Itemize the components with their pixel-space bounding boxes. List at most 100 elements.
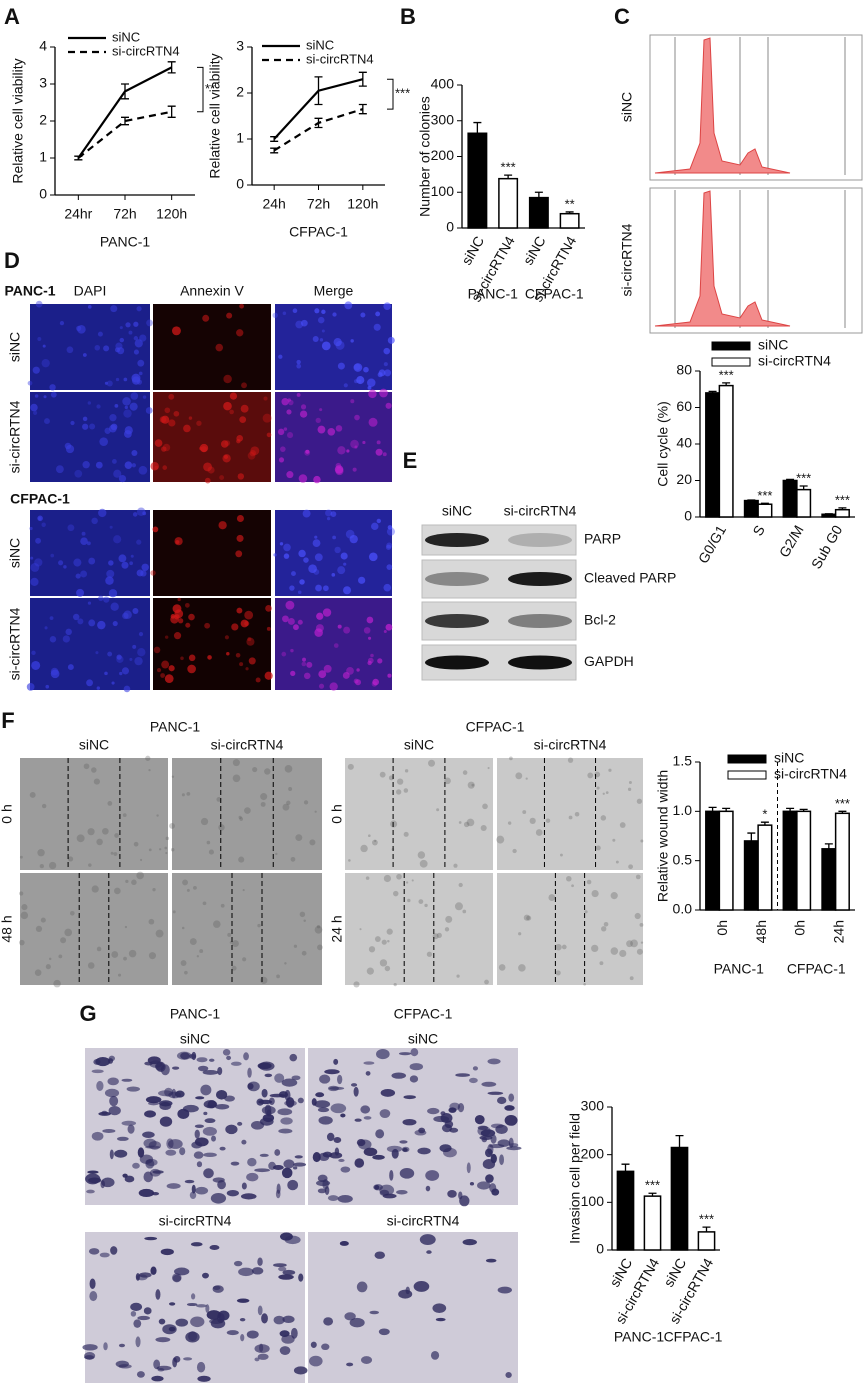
texture [379, 771, 386, 778]
column-label: DAPI [74, 283, 107, 299]
error-bar [786, 478, 795, 481]
micrograph [30, 598, 150, 690]
cell [202, 1272, 209, 1279]
cell [472, 1066, 478, 1071]
cell [109, 1095, 119, 1107]
bar [718, 810, 734, 911]
cell [154, 1062, 165, 1071]
cell [146, 319, 153, 327]
cell [177, 1108, 190, 1119]
cell [100, 1180, 106, 1189]
cell [409, 1063, 424, 1071]
cell [349, 534, 358, 544]
texture [87, 828, 95, 836]
cell [203, 1111, 208, 1116]
cell [346, 667, 354, 675]
texture [640, 941, 644, 944]
cell [130, 392, 139, 400]
texture [608, 768, 612, 772]
cell [417, 1147, 431, 1155]
cell [385, 544, 392, 550]
cell [196, 1304, 207, 1308]
cell [278, 1274, 294, 1280]
cell [279, 1346, 291, 1355]
cell [151, 1375, 164, 1382]
x-tick-label: siNC [520, 233, 549, 267]
cell [280, 1117, 293, 1125]
legend-label: si-circRTN4 [112, 43, 180, 58]
cell [158, 1090, 174, 1097]
cell [124, 1175, 135, 1183]
cell [225, 1124, 238, 1135]
cell [283, 543, 291, 552]
cell [50, 667, 59, 676]
time-label: 0 h [329, 804, 345, 823]
texture [88, 863, 92, 867]
cell [30, 403, 38, 412]
cell [504, 1105, 515, 1111]
cell [490, 1134, 497, 1144]
error-bar [760, 502, 769, 505]
cell [115, 342, 123, 350]
cell [137, 1315, 150, 1321]
cell [274, 1149, 281, 1156]
cell [293, 1366, 308, 1375]
cell [86, 541, 91, 546]
cell [356, 1281, 368, 1293]
error-bar [270, 136, 279, 142]
texture [282, 803, 290, 811]
texture [568, 815, 573, 820]
texture [379, 959, 388, 967]
cell [138, 632, 144, 637]
legend-swatch [711, 341, 751, 351]
bar [559, 212, 580, 229]
texture [405, 881, 409, 884]
cell [281, 1078, 298, 1087]
cell [378, 1328, 390, 1336]
x-tick-label: 72h [307, 196, 330, 212]
significance: *** [796, 470, 811, 485]
wound-image [20, 873, 168, 985]
cell [281, 398, 289, 406]
cell [42, 344, 46, 348]
group-label: PANC-1 [614, 1329, 665, 1345]
cell [171, 326, 181, 336]
bar [757, 503, 773, 518]
cell [98, 595, 104, 601]
cell [249, 449, 256, 457]
cell [376, 1048, 390, 1060]
band-label: Cleaved PARP [584, 570, 676, 586]
texture [374, 839, 377, 843]
texture [107, 801, 113, 806]
invasion-image [85, 1232, 305, 1383]
cell [202, 314, 210, 322]
cell [194, 1124, 204, 1128]
texture [21, 904, 28, 911]
cell [81, 531, 86, 536]
bar [782, 810, 798, 911]
texture [96, 838, 103, 846]
cell [293, 1162, 307, 1167]
cell [66, 346, 74, 354]
texture [396, 778, 404, 785]
cell [343, 383, 348, 388]
cell [402, 1147, 408, 1152]
cell [291, 1075, 301, 1081]
cell [363, 366, 369, 373]
texture [87, 962, 95, 969]
texture [586, 879, 592, 885]
texture [393, 982, 397, 987]
x-tick-label: 24hr [64, 206, 92, 222]
row-label: si-circRTN4 [7, 400, 23, 473]
cell [315, 584, 322, 592]
cell [372, 678, 379, 686]
cell [380, 1088, 396, 1097]
cell [143, 1307, 152, 1315]
cell [239, 303, 245, 309]
y-tick-label: 4 [39, 38, 47, 54]
cell [386, 542, 393, 549]
texture [232, 759, 240, 767]
y-tick-label: 1 [236, 130, 244, 146]
cell [367, 385, 372, 390]
y-tick-label: 200 [431, 147, 455, 163]
